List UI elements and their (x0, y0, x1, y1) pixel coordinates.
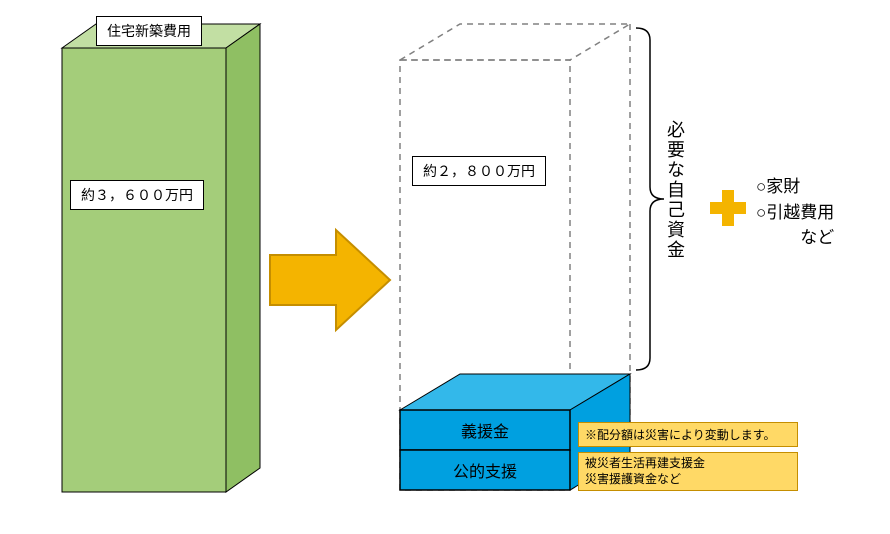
left-block (62, 24, 260, 492)
right-section1-label: 義援金 (400, 418, 570, 442)
left-block-amount: 約３，６００万円 (70, 180, 204, 210)
note2-line2: 災害援護資金など (585, 472, 791, 488)
brace-icon (636, 28, 664, 370)
extra-line1: ○家財 (756, 174, 834, 200)
plus-icon (710, 190, 746, 226)
right-block-amount: 約２，８００万円 (412, 156, 546, 186)
note1: ※配分額は災害により変動します。 (578, 422, 798, 447)
brace-label: 必要な自己資金 (662, 120, 688, 260)
right-section2-label: 公的支援 (400, 458, 570, 482)
left-block-title: 住宅新築費用 (96, 16, 202, 46)
arrow-icon (270, 230, 390, 330)
extra-line2: ○引越費用 (756, 200, 834, 226)
extra-items: ○家財 ○引越費用 など (756, 174, 834, 251)
note2-line1: 被災者生活再建支援金 (585, 456, 791, 472)
extra-line3: など (756, 225, 834, 251)
note2: 被災者生活再建支援金 災害援護資金など (578, 452, 798, 491)
